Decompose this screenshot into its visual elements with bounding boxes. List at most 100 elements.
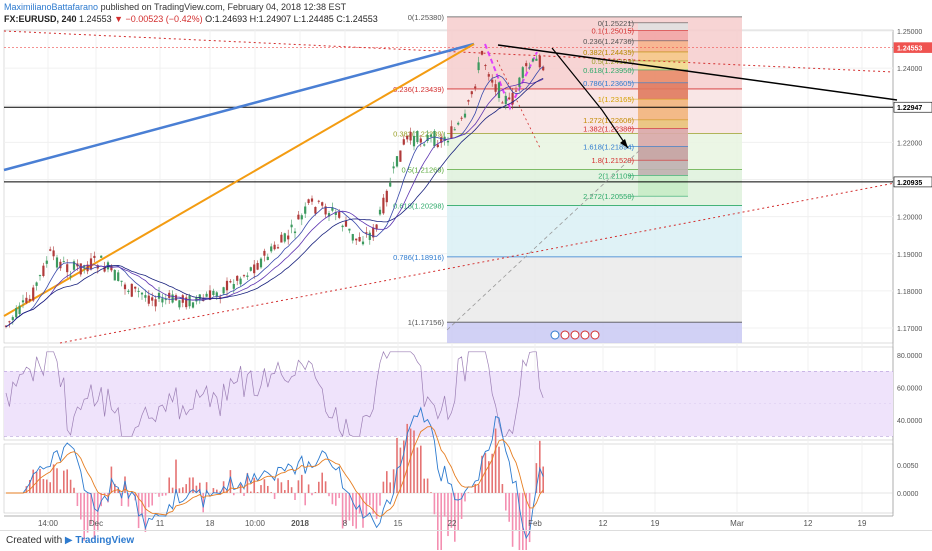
macd-histogram-bar [542,467,544,493]
macd-histogram-bar [325,481,327,493]
macd-histogram-bar [434,493,436,514]
macd-histogram-bar [243,493,245,496]
candle-body [362,242,364,245]
candle-body [450,126,452,138]
candle-body [12,317,14,320]
candle-body [260,259,262,268]
macd-histogram-bar [379,493,381,506]
candle-body [539,56,541,67]
price-tick-label: 1.17000 [897,326,922,333]
candle-body [406,136,408,140]
candle-body [389,183,391,187]
macd-histogram-bar [495,429,497,493]
x-tick-label: 15 [394,519,403,528]
candle-body [318,201,320,202]
candle-body [447,141,449,142]
price-tick-label: 1.25000 [897,29,922,36]
candle-body [151,297,153,300]
candle-body [481,51,483,55]
candle-body [393,166,395,168]
candle-body [505,96,507,104]
candle-body [15,308,17,317]
macd-histogram-bar [189,478,191,493]
candle-body [144,295,146,298]
candle-body [134,287,136,289]
candle-body [165,299,167,300]
macd-histogram-bar [70,480,72,493]
tradingview-brand[interactable]: TradingView [75,535,134,546]
candle-body [301,215,303,219]
candle-body [127,291,129,292]
candle-body [39,275,41,276]
candle-body [124,285,126,290]
candle-body [42,266,44,276]
macd-histogram-bar [77,493,79,506]
macd-histogram-bar [502,484,504,493]
macd-histogram-bar [417,447,419,493]
event-flag-icon [551,331,559,339]
macd-histogram-bar [216,490,218,493]
candle-body [396,156,398,166]
macd-histogram-bar [49,482,51,493]
candle-body [274,245,276,249]
macd-histogram-bar [257,492,259,493]
candle-body [515,91,517,92]
candle-body [464,114,466,118]
fib-extension-zone [638,70,688,83]
fib-level-label: 0.786(1.18916) [393,253,444,262]
candle-body [114,270,116,280]
x-tick-label: 10:00 [245,519,266,528]
macd-histogram-bar [478,485,480,493]
macd-histogram-bar [162,493,164,496]
macd-histogram-bar [427,479,429,493]
macd-histogram-bar [39,469,41,493]
fib-ext-label: 0.236(1.24736) [583,37,634,46]
event-flag-icon [581,331,589,339]
candle-body [189,296,191,306]
candle-body [311,198,313,201]
candle-body [508,97,510,99]
x-tick-label: 8 [343,519,348,528]
fib-ext-label: 1.382(1.22380) [583,124,634,133]
candle-body [484,65,486,66]
candle-body [321,202,323,205]
macd-histogram-bar [32,470,34,493]
candle-body [178,300,180,307]
macd-histogram-bar [209,493,211,494]
fib-extension-zone [638,160,688,175]
tradingview-logo-icon: ▶ [65,535,73,546]
macd-histogram-bar [168,478,170,493]
price-tick-label: 1.20000 [897,215,922,222]
candle-body [250,267,252,271]
macd-histogram-bar [321,473,323,493]
fib-extension-zone [638,23,688,31]
macd-histogram-bar [274,493,276,499]
macd-histogram-bar [383,482,385,493]
macd-histogram-bar [396,438,398,493]
candle-body [240,279,242,285]
macd-histogram-bar [423,479,425,493]
macd-histogram-bar [281,482,283,493]
macd-histogram-bar [457,493,459,530]
x-tick-label: 18 [206,519,215,528]
macd-histogram-bar [253,478,255,493]
x-tick-label: 12 [599,519,608,528]
candle-body [175,295,177,300]
candle-body [532,59,534,62]
macd-histogram-bar [233,493,235,495]
x-tick-label: Mar [730,519,744,528]
candle-body [297,215,299,220]
candle-body [66,264,68,272]
candle-body [236,276,238,281]
candle-body [53,250,55,256]
fib-extension-zone [638,52,688,61]
macd-histogram-bar [182,487,184,493]
macd-histogram-bar [315,492,317,493]
candle-body [226,281,228,290]
x-tick-label: Dec [89,519,103,528]
macd-histogram-bar [270,492,272,493]
candle-body [471,91,473,94]
candle-body [80,263,82,274]
price-tick-label: 1.24000 [897,66,922,73]
